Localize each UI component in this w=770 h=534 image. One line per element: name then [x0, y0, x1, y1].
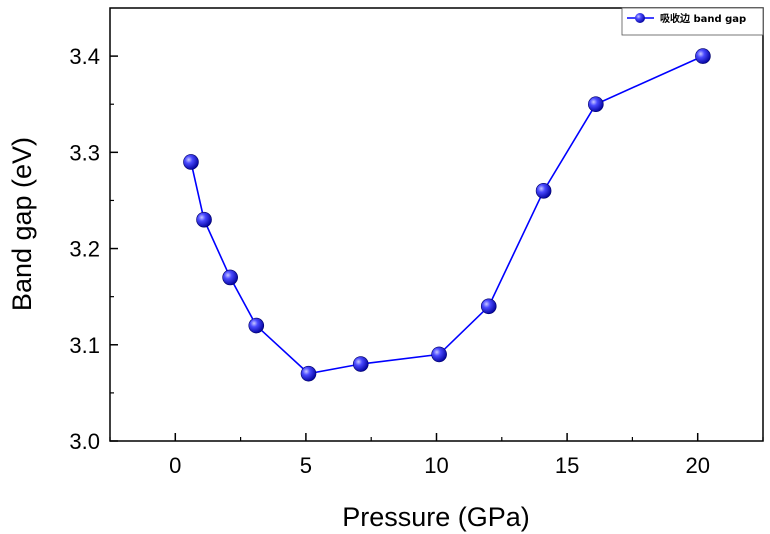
y-tick-label: 3.1 [69, 333, 100, 358]
data-point [196, 211, 212, 228]
data-point [222, 269, 238, 286]
data-point [535, 183, 552, 199]
y-tick-label: 3.3 [69, 140, 100, 165]
legend-label: 吸收边 band gap [660, 12, 746, 25]
x-axis-title: Pressure (GPa) [342, 502, 530, 532]
y-tick-label: 3.2 [69, 237, 100, 262]
legend-box [621, 7, 764, 36]
data-point [248, 317, 265, 334]
x-tick-label: 5 [300, 453, 312, 478]
data-point [431, 346, 447, 363]
y-axis-ticks: 3.0 3.1 3.2 3.3 3.4 [69, 44, 118, 454]
y-tick-label: 3.0 [69, 429, 100, 454]
data-point [352, 356, 369, 372]
x-tick-label: 10 [424, 453, 448, 478]
x-axis-ticks: 0 5 10 15 20 [109, 433, 764, 478]
data-point [695, 48, 711, 64]
data-point [588, 96, 604, 113]
x-tick-label: 0 [169, 453, 181, 478]
x-tick-label: 20 [685, 453, 709, 478]
data-point [480, 298, 497, 315]
data-points [183, 48, 711, 382]
x-tick-label: 15 [555, 453, 579, 478]
legend-marker-swatch [635, 13, 645, 23]
y-axis-title: Band gap (eV) [7, 137, 37, 311]
data-point [300, 365, 317, 382]
series-line-band-gap [190, 55, 704, 375]
y-tick-label: 3.4 [69, 44, 100, 69]
data-point [183, 154, 199, 170]
legend: 吸收边 band gap [621, 7, 764, 36]
